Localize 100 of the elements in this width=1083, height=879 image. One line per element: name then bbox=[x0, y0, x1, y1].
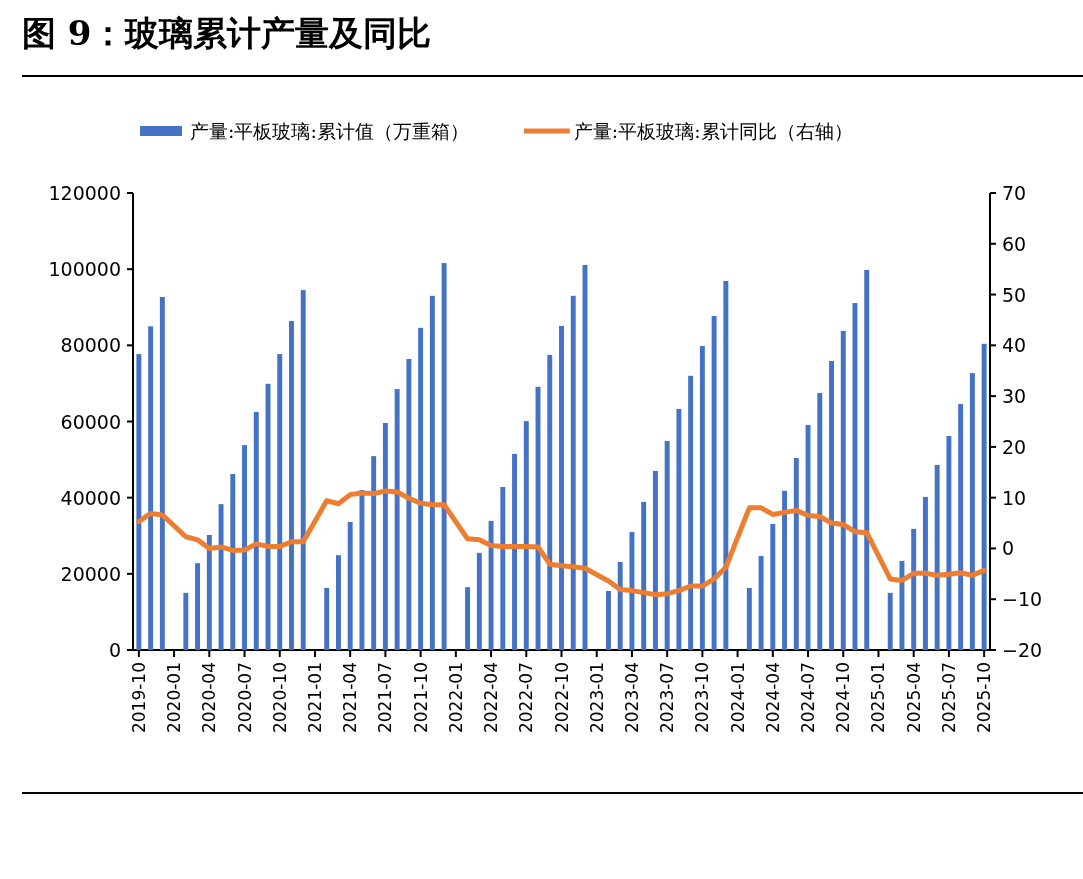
bar bbox=[488, 520, 494, 650]
bar bbox=[500, 487, 506, 650]
legend-label: 产量:平板玻璃:累计值（万重箱） bbox=[190, 120, 469, 142]
x-tick-label: 2023-01 bbox=[586, 662, 607, 734]
bar bbox=[570, 295, 576, 650]
x-tick-label: 2024-04 bbox=[762, 662, 783, 734]
y2-tick-label: −10 bbox=[1002, 588, 1043, 611]
y-tick-label: 0 bbox=[108, 639, 121, 661]
x-tick-label: 2024-01 bbox=[727, 662, 748, 734]
bar bbox=[429, 295, 435, 650]
bar bbox=[335, 555, 341, 650]
y2-tick-label: 40 bbox=[1002, 334, 1027, 357]
x-tick-label: 2020-01 bbox=[164, 662, 185, 734]
x-tick-label: 2022-01 bbox=[445, 662, 466, 734]
bar bbox=[218, 504, 224, 650]
x-tick-label: 2022-07 bbox=[516, 662, 537, 734]
bar bbox=[230, 474, 236, 650]
bar bbox=[523, 421, 529, 650]
y2-tick-label: 10 bbox=[1002, 486, 1027, 509]
y-tick-label: 80000 bbox=[60, 334, 121, 357]
bar bbox=[148, 326, 154, 650]
bar bbox=[394, 389, 400, 650]
x-tick-label: 2023-04 bbox=[621, 662, 642, 734]
bar bbox=[136, 354, 142, 650]
bar bbox=[664, 440, 670, 650]
bar bbox=[242, 445, 247, 650]
x-tick-label: 2020-10 bbox=[269, 662, 290, 734]
y2-tick-label: −20 bbox=[1002, 639, 1043, 661]
bar bbox=[688, 375, 694, 650]
bar bbox=[324, 587, 330, 650]
x-tick-label: 2025-10 bbox=[974, 662, 995, 734]
bar bbox=[359, 490, 365, 650]
y2-tick-label: 30 bbox=[1002, 385, 1027, 408]
x-tick-label: 2023-10 bbox=[692, 662, 713, 734]
bar bbox=[559, 325, 564, 650]
bar bbox=[277, 354, 283, 650]
bar bbox=[840, 330, 846, 650]
bar bbox=[829, 360, 834, 650]
bar bbox=[746, 587, 752, 650]
bar bbox=[723, 280, 729, 650]
y-tick-label: 20000 bbox=[60, 562, 121, 585]
bar bbox=[617, 562, 623, 650]
x-tick-label: 2024-10 bbox=[833, 662, 854, 734]
x-tick-label: 2025-01 bbox=[868, 662, 889, 734]
bar bbox=[676, 408, 682, 650]
bar bbox=[758, 555, 764, 650]
bar bbox=[605, 590, 611, 650]
y2-tick-label: 70 bbox=[1002, 182, 1027, 204]
bar bbox=[289, 320, 294, 650]
bar bbox=[195, 563, 201, 650]
x-tick-label: 2021-04 bbox=[340, 662, 361, 734]
bar bbox=[911, 528, 917, 650]
bar bbox=[652, 471, 658, 650]
x-tick-label: 2022-10 bbox=[551, 662, 572, 734]
bar bbox=[465, 587, 471, 650]
bar bbox=[253, 411, 259, 650]
y2-tick-label: 50 bbox=[1002, 283, 1027, 306]
x-tick-label: 2021-01 bbox=[304, 662, 325, 734]
x-tick-label: 2024-07 bbox=[798, 662, 819, 734]
bar bbox=[934, 464, 940, 650]
bar bbox=[159, 296, 165, 650]
y2-tick-label: 60 bbox=[1002, 232, 1027, 255]
y2-tick-label: 20 bbox=[1002, 435, 1027, 458]
bar bbox=[382, 423, 388, 650]
bar bbox=[946, 435, 952, 650]
bar bbox=[183, 592, 189, 650]
bar bbox=[817, 392, 823, 650]
x-tick-label: 2022-04 bbox=[481, 662, 502, 734]
bar bbox=[770, 523, 776, 650]
y-tick-label: 60000 bbox=[60, 410, 121, 433]
legend-label: 产量:平板玻璃:累计同比（右轴） bbox=[573, 120, 853, 142]
bar bbox=[300, 290, 306, 650]
x-tick-label: 2019-10 bbox=[128, 662, 149, 734]
bar bbox=[371, 456, 377, 650]
bar bbox=[206, 534, 212, 650]
bar bbox=[981, 343, 987, 650]
x-tick-label: 2021-10 bbox=[410, 662, 431, 734]
bar bbox=[969, 373, 975, 650]
bar bbox=[922, 496, 928, 650]
y2-tick-label: 0 bbox=[1002, 537, 1015, 560]
bar bbox=[641, 501, 647, 650]
y-tick-label: 40000 bbox=[60, 486, 121, 509]
bar bbox=[629, 531, 635, 650]
x-tick-label: 2023-07 bbox=[657, 662, 678, 734]
bar bbox=[406, 359, 412, 650]
chart-title: 图 9：玻璃累计产量及同比 bbox=[22, 13, 432, 53]
x-tick-label: 2021-07 bbox=[375, 662, 396, 734]
bar bbox=[512, 453, 518, 650]
bar bbox=[887, 592, 893, 650]
bar bbox=[347, 522, 353, 650]
bar bbox=[441, 263, 447, 650]
bar bbox=[793, 458, 799, 650]
y-tick-label: 100000 bbox=[48, 258, 121, 281]
bar bbox=[958, 403, 964, 650]
bar bbox=[418, 327, 424, 650]
bar bbox=[899, 560, 905, 650]
x-tick-label: 2025-07 bbox=[938, 662, 959, 734]
bar bbox=[782, 490, 788, 650]
x-tick-label: 2025-04 bbox=[903, 662, 924, 734]
bar bbox=[547, 354, 553, 650]
